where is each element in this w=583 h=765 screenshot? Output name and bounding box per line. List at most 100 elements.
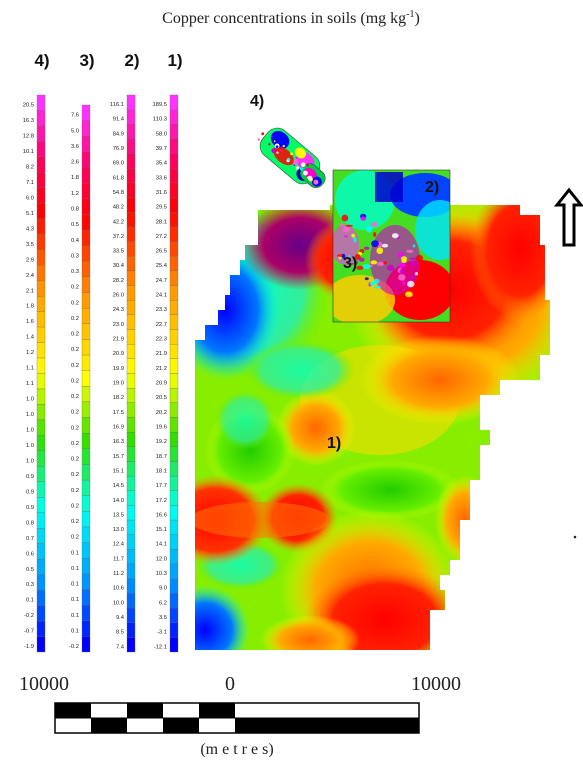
- legend-value: 39.7: [156, 146, 167, 152]
- legend-swatch: [169, 168, 179, 184]
- inset-speckle: [341, 214, 349, 222]
- title-tail: ): [414, 10, 419, 27]
- inset-speckle: [376, 261, 385, 266]
- legend-value: 19.9: [113, 366, 124, 372]
- legend-value: 7.4: [116, 644, 125, 650]
- legend-swatch: [126, 270, 136, 286]
- legend-value: 0.2: [71, 441, 79, 447]
- legend-swatch: [169, 124, 179, 140]
- legend-value: 110.3: [153, 117, 167, 123]
- legend-value: 16.3: [113, 439, 124, 445]
- legend-swatch: [169, 622, 179, 638]
- inset-speckle: [300, 167, 304, 171]
- legend-value: 23.3: [156, 307, 167, 313]
- legend-swatch: [126, 226, 136, 242]
- legend-value: 1.0: [26, 458, 34, 464]
- legend-scale-4: 20.5 16.3 12.8 10.1 8.2 7.1 6.0 5.1 4.3 3.5 2.9 2.4…: [23, 94, 46, 653]
- legend-swatch: [169, 475, 179, 491]
- north-arrow-icon: [553, 187, 583, 247]
- legend-swatch: [81, 245, 91, 262]
- scale-unit: (m e t r e s): [200, 741, 273, 758]
- legend-swatch: [169, 505, 179, 521]
- legend-value: 16.6: [156, 512, 167, 518]
- inset-speckle: [374, 285, 381, 289]
- legend-swatch: [169, 461, 179, 477]
- legend-value: 24.3: [113, 307, 124, 313]
- legend-value: 33.6: [156, 175, 167, 181]
- legend-value: 22.3: [156, 337, 167, 343]
- inset-speckle: [360, 216, 367, 221]
- legend-swatch: [36, 481, 46, 498]
- legend-value: 28.1: [156, 219, 167, 225]
- legend-value: 19.2: [156, 439, 167, 445]
- legend-value: 31.6: [156, 190, 167, 196]
- legend-value: 19.6: [156, 424, 167, 430]
- legend-scale-2: 116.1 91.4 84.9 76.9 69.0 61.8 54.8 48.2 42.2 37.…: [110, 94, 136, 653]
- legend-swatch: [126, 314, 136, 330]
- legend-swatch: [126, 358, 136, 374]
- legend-swatch: [36, 156, 46, 173]
- legend-swatch: [126, 94, 136, 110]
- legend-value: 0.3: [71, 253, 79, 259]
- legend-swatch: [169, 446, 179, 462]
- legend-value: 0.4: [71, 238, 80, 244]
- legend-swatch: [169, 417, 179, 433]
- legend-swatch: [169, 138, 179, 154]
- scale-label-zero: 0: [225, 673, 235, 695]
- legend-swatch: [81, 292, 91, 309]
- legend-value: 3.5: [159, 615, 167, 621]
- legend-swatch: [36, 125, 46, 142]
- inset-speckle: [295, 166, 300, 170]
- legend-swatch: [169, 226, 179, 242]
- legend-swatch: [36, 404, 46, 421]
- inset-speckle: [400, 256, 408, 261]
- legend-value: 37.2: [113, 234, 124, 240]
- legend-value: 35.4: [156, 161, 168, 167]
- legend-swatch: [81, 229, 91, 246]
- scale-labels: 10000 0 10000: [19, 673, 461, 695]
- legend-swatch: [81, 339, 91, 356]
- legend-value: 0.2: [71, 535, 79, 541]
- inset-speckle: [346, 262, 355, 265]
- legend-value: 15.1: [156, 527, 167, 533]
- legend-swatch: [81, 620, 91, 637]
- legend-swatch: [169, 637, 179, 653]
- legend-value: 8.2: [26, 164, 34, 170]
- legend-value: 0.2: [71, 425, 79, 431]
- legend-value: 13.0: [113, 527, 124, 533]
- legend-value: 0.1: [71, 566, 79, 572]
- legend-swatch: [81, 151, 91, 168]
- legend-swatch: [126, 300, 136, 316]
- legend-value: 0.1: [71, 582, 79, 588]
- legend-swatch: [169, 373, 179, 389]
- legend-value: 1.8: [26, 304, 34, 310]
- legend-swatch: [169, 431, 179, 447]
- legend-swatch: [126, 138, 136, 154]
- legend-swatch: [36, 450, 46, 467]
- legend-value: 0.2: [71, 410, 79, 416]
- inset-speckle: [402, 279, 405, 286]
- legend-swatch: [169, 549, 179, 565]
- legend-swatch: [36, 203, 46, 219]
- legend-value: 1.0: [26, 428, 34, 434]
- legend-value: 5.1: [26, 211, 34, 217]
- inset-speckle: [370, 222, 379, 227]
- legend-value: 1.6: [26, 319, 34, 325]
- legend-value: 27.2: [156, 234, 167, 240]
- title-superscript: -1: [406, 9, 414, 20]
- legend-value: 10.1: [23, 149, 34, 155]
- legend-swatch: [126, 329, 136, 345]
- legend-value: 12.4: [113, 542, 125, 548]
- legend-swatch: [36, 435, 46, 452]
- legend-value: 28.2: [113, 278, 124, 284]
- inset-speckle: [405, 291, 413, 298]
- inset-speckle: [407, 280, 415, 288]
- legend-swatch: [126, 490, 136, 506]
- legend-value: 54.8: [113, 190, 124, 196]
- legend-header-2: 2): [124, 51, 139, 70]
- inset-speckle: [345, 224, 354, 227]
- map-label-area-1: 1): [327, 435, 341, 452]
- legend-swatch: [126, 549, 136, 565]
- legend-swatch: [36, 326, 46, 343]
